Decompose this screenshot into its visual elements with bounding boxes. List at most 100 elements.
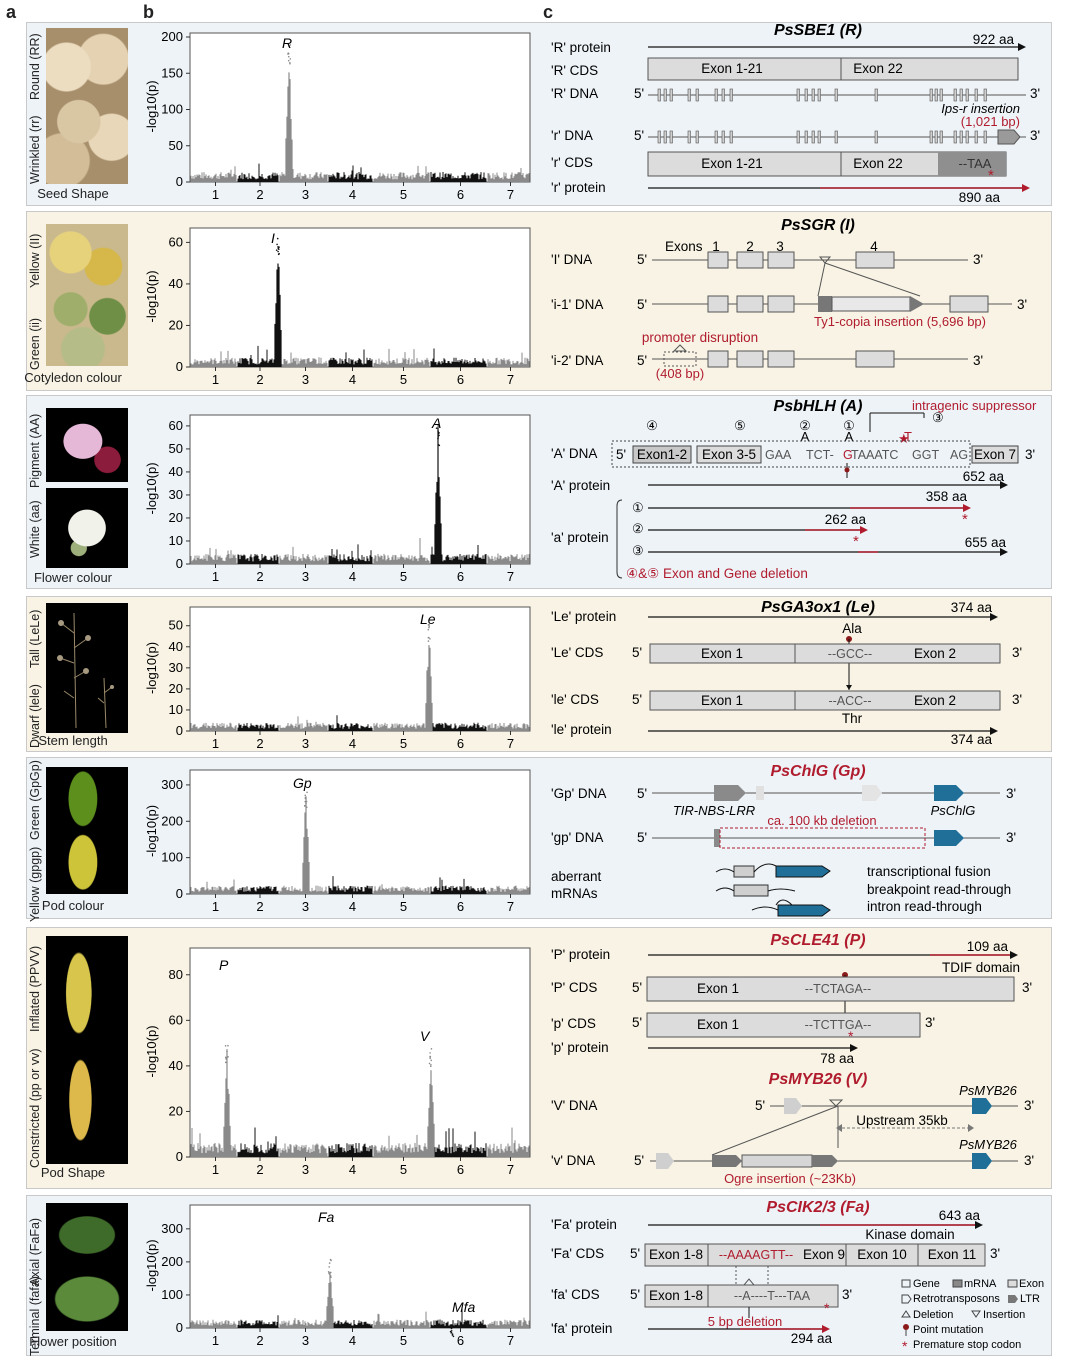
deletion-icon [742,1278,756,1286]
plot-frame [189,414,531,565]
dna-exon [729,130,733,144]
dna-exon [959,88,963,102]
R-dna-3prime: 3' [1030,86,1040,101]
dna-exon [695,88,699,102]
aberrant-mrna-icons [715,863,831,917]
A-exon-box-1: Exon1-2 [637,447,687,462]
chromosome-label: 3 [302,1333,309,1348]
y-tick-label: 0 [176,359,183,374]
snp-cluster-chr5 [373,348,430,367]
i1-3prime: 3' [1017,297,1027,312]
ips-r-size: (1,021 bp) [961,114,1020,129]
stop-star-icon: * [962,511,968,528]
Le-exon2: Exon 2 [914,646,956,661]
peak-Gp [302,796,310,894]
dna-exon [974,88,978,102]
label-Gp-dna: 'Gp' DNA [551,786,606,801]
gene-title-i: PsSGR (I) [781,217,855,234]
peak-Fa [326,1271,334,1328]
snp-point [276,237,279,240]
snp-cluster-chr7 [487,722,530,731]
label-r-cds: 'r' CDS [551,155,593,170]
label-V-dna: 'V' DNA [551,1098,597,1113]
chromosome-label: 6 [457,569,464,584]
peak-R [285,72,293,182]
Fa-exon-10: Exon 10 [857,1247,907,1262]
ogre-label: Ogre insertion (~23Kb) [724,1171,856,1186]
dna-exon [983,130,987,144]
A-protein-len: 652 aa [963,469,1005,484]
gp-5prime: 5' [637,830,647,845]
le-exon2: Exon 2 [914,693,956,708]
y-tick-label: 20 [169,317,183,332]
snp-cluster-chr2 [237,885,279,894]
peak-P [223,1049,231,1157]
snp-cluster-chr5 [373,1134,430,1157]
chromosome-label: 2 [256,1333,263,1348]
chromosome-label: 3 [302,899,309,914]
exon-num-1: 1 [712,239,720,254]
chromosome-label: 7 [507,899,514,914]
snp-point [327,1270,330,1273]
promoter-size: (408 bp) [656,366,704,381]
kinase-label: Kinase domain [865,1227,954,1242]
snp-point [330,1271,332,1274]
snp-cluster-chr5 [373,722,430,731]
label-v-dna: 'v' DNA [551,1153,595,1168]
label-A-dna: 'A' DNA [551,446,597,461]
snp-point [328,1266,330,1268]
chlg-gene-icon [934,785,964,801]
A-letter-1: A [845,429,854,444]
legend-stop-icon: * [902,1338,908,1354]
dna-exon [663,130,667,144]
y-tick-label: 60 [169,418,183,433]
dna-exon [657,130,661,144]
peak-label: Fa [318,1209,335,1225]
i1-5prime: 5' [637,297,647,312]
y-tick-label: 150 [161,65,183,80]
A-seq-1: GAA [765,448,792,462]
snp-cluster-chr4 [328,715,373,731]
pigment-flower-photo [46,408,128,482]
trait-label-stem-length: Stem length [38,733,108,748]
fa-len: 294 aa [791,1331,833,1346]
chromosome-label: 3 [302,187,309,202]
gene-title-fa: PsCIK2/3 (Fa) [766,1199,869,1216]
dna-exon [934,130,938,144]
peak-label: Gp [293,775,312,791]
label-i1-dna: 'i-1' DNA [551,297,603,312]
chromosome-label: 1 [212,372,219,387]
chromosome-label: 5 [400,569,407,584]
cotyledon-photo [46,224,128,366]
a-circle-3: ③ [632,543,644,558]
a-circle-2: ② [632,521,644,536]
p-len: 78 aa [820,1051,854,1066]
I-5prime: 5' [637,252,647,267]
T-letter: T [904,429,912,444]
y-axis-label: -log10(p) [144,1025,159,1077]
a-circle-1: ① [632,500,644,515]
snp-point [427,628,430,631]
a3-len: 655 aa [965,535,1007,550]
snp-point [277,253,280,256]
snp-point [437,430,439,432]
trait-label-flower-colour: Flower colour [33,570,113,585]
p-exon: Exon 1 [697,1017,739,1032]
peak-V [427,1070,435,1157]
snp-cluster-chr6 [430,877,487,894]
dna-exon [695,130,699,144]
plot-frame [189,606,531,732]
label-r-protein: 'r' protein [551,180,606,195]
label-R-protein: 'R' protein [551,40,611,55]
upstream-label: Upstream 35kb [856,1113,948,1128]
gp-3prime: 3' [1006,830,1016,845]
ala-label: Ala [842,621,862,636]
fa-5prime: 5' [630,1287,640,1302]
snp-point [305,802,307,805]
r-exon-a: Exon 1-21 [701,156,763,171]
snp-point [224,1056,227,1059]
gene-title-r: PsSBE1 (R) [774,22,862,39]
A-3prime: 3' [1025,447,1035,462]
legend-ltr: LTR [1020,1293,1040,1305]
